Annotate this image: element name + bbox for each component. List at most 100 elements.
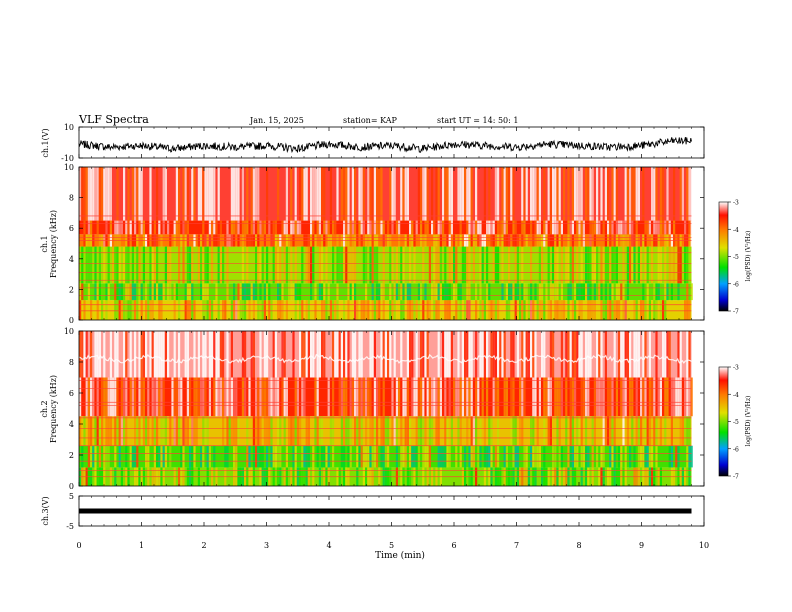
spectrogram-cell [538,220,541,235]
spectrogram-cell [481,377,484,417]
spectrogram-cell [591,167,594,221]
spectrogram-cell [552,246,555,284]
y-tick-label: 10 [64,327,74,336]
spectrogram-cell [373,445,376,468]
spectrogram-cell [395,377,398,417]
spectrogram-cell [87,283,90,301]
spectrogram-cell [527,331,530,378]
spectrogram-cell [235,416,238,446]
spectrogram-cell [222,416,225,446]
spectrogram-cell [604,246,607,284]
spectrogram-cell [395,220,398,235]
spectrogram-cell [191,283,194,301]
spectrogram-cell [468,283,471,301]
spectrogram-cell [571,300,574,320]
spectrogram-cell [505,377,508,417]
spectrogram-cell [369,246,372,284]
spectrogram-cell [241,167,244,221]
spectrogram-cell [479,331,482,378]
spectrogram-cell [274,220,277,235]
spectrogram-cell [435,167,438,221]
spectrogram-cell [644,445,647,468]
spectrogram-cell [202,331,205,378]
spectrogram-cell [567,445,570,468]
spectrogram-cell [400,331,403,378]
spectrogram-cell [431,220,434,235]
spectrogram-cell [202,220,205,235]
spectrogram-cell [444,246,447,284]
spectrogram-cell [226,416,229,446]
spectrogram-cell [488,300,491,320]
spectrogram-cell [622,416,625,446]
spectrogram-cell [164,167,167,221]
spectrogram-cell [580,300,583,320]
spectrogram-cell [248,445,251,468]
spectrogram-cell [646,220,649,235]
spectrogram-cell [523,283,526,301]
spectrogram-cell [461,377,464,417]
spectrogram-cell [516,283,519,301]
spectrogram-cell [360,167,363,221]
spectrogram-cell [85,331,88,378]
spectrogram-cell [395,416,398,446]
spectrogram-cell [580,220,583,235]
spectrogram-cell [516,331,519,378]
spectrogram-cell [230,416,233,446]
spectrogram-cell [424,331,427,378]
spectrogram-cell [560,331,563,378]
plot-frame [78,495,705,527]
spectrogram-cell [640,246,643,284]
spectrogram-cell [250,220,253,235]
spectrogram-cell [587,331,590,378]
spectrogram-cell [565,331,568,378]
spectrogram-cell [571,445,574,468]
spectrogram-cell [684,377,687,417]
spectrogram-cell [415,220,418,235]
spectrogram-cell [448,246,451,284]
spectrogram-cell [162,445,165,468]
spectrogram-cell [158,283,161,301]
spectrogram-cell [497,416,500,446]
spectrogram-cell [523,377,526,417]
spectrogram-cell [164,445,167,468]
spectrogram-cell [369,167,372,221]
spectrogram-cell [585,246,588,284]
spectrogram-cell [345,167,348,221]
x-axis-label: Time (min) [375,550,425,561]
spectrogram-cell [316,377,319,417]
spectrogram-cell [620,283,623,301]
x-tick-label: 2 [201,541,206,550]
spectrogram-cell [107,416,110,446]
spectrogram-cell [241,300,244,320]
spectrogram-cell [479,445,482,468]
spectrogram-cell [521,416,524,446]
spectrogram-cell [233,167,236,221]
spectrogram-cell [259,283,262,301]
spectrogram-cell [296,283,299,301]
spectrogram-cell [602,300,605,320]
spectrogram-cell [384,445,387,468]
spectrogram-cell [554,246,557,284]
spectrogram-cell [250,283,253,301]
spectrogram-cell [184,331,187,378]
spectrogram-cell [468,220,471,235]
spectrogram-cell [554,220,557,235]
spectrogram-cell [195,377,198,417]
spectrogram-cell [327,300,330,320]
spectrogram-cell [576,283,579,301]
spectrogram-cell [299,300,302,320]
spectrogram-cell [191,300,194,320]
spectrogram-cell [378,220,381,235]
spectrogram-cell [92,167,95,221]
spectrogram-cell [158,300,161,320]
spectrogram-cell [398,377,401,417]
spectrogram-cell [116,283,119,301]
spectrogram-cell [442,167,445,221]
spectrogram-cell [367,220,370,235]
spectrogram-cell [543,445,546,468]
spectrogram-cell [288,416,291,446]
spectrogram-cell [349,445,352,468]
spectrogram-cell [226,246,229,284]
spectrogram-cell [488,167,491,221]
